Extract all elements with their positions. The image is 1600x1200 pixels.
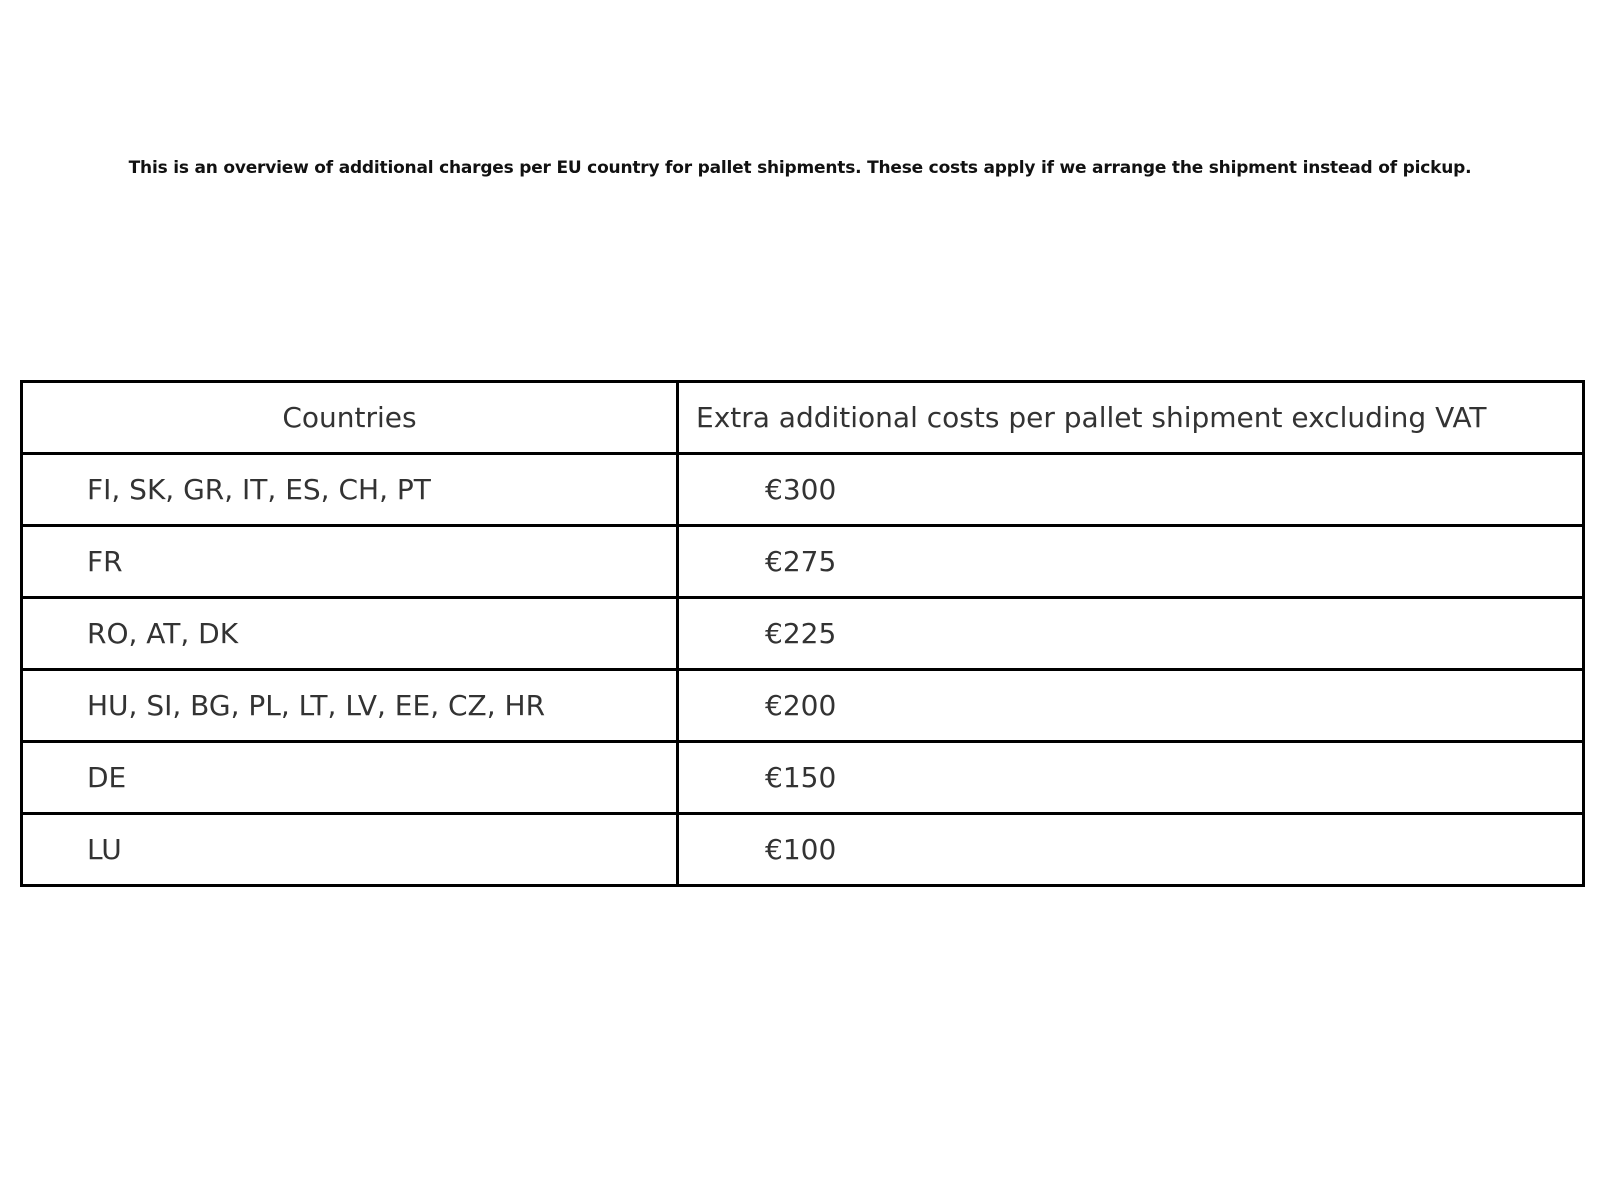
countries-cell: DE xyxy=(20,740,679,815)
column-header-countries: Countries xyxy=(20,380,679,455)
countries-cell: FI, SK, GR, IT, ES, CH, PT xyxy=(20,452,679,527)
table-row: RO, AT, DK €225 xyxy=(20,596,1585,671)
charges-table: Countries Extra additional costs per pal… xyxy=(20,380,1585,887)
countries-cell: FR xyxy=(20,524,679,599)
table-row: FI, SK, GR, IT, ES, CH, PT €300 xyxy=(20,452,1585,527)
cost-cell: €225 xyxy=(676,596,1585,671)
table-row: DE €150 xyxy=(20,740,1585,815)
table-header-row: Countries Extra additional costs per pal… xyxy=(20,380,1585,455)
table-row: LU €100 xyxy=(20,812,1585,887)
cost-cell: €150 xyxy=(676,740,1585,815)
cost-cell: €100 xyxy=(676,812,1585,887)
countries-cell: LU xyxy=(20,812,679,887)
countries-cell: RO, AT, DK xyxy=(20,596,679,671)
column-header-cost: Extra additional costs per pallet shipme… xyxy=(676,380,1585,455)
intro-caption: This is an overview of additional charge… xyxy=(128,158,1472,178)
countries-cell: HU, SI, BG, PL, LT, LV, EE, CZ, HR xyxy=(20,668,679,743)
cost-cell: €275 xyxy=(676,524,1585,599)
cost-cell: €300 xyxy=(676,452,1585,527)
table-row: HU, SI, BG, PL, LT, LV, EE, CZ, HR €200 xyxy=(20,668,1585,743)
cost-cell: €200 xyxy=(676,668,1585,743)
table-row: FR €275 xyxy=(20,524,1585,599)
